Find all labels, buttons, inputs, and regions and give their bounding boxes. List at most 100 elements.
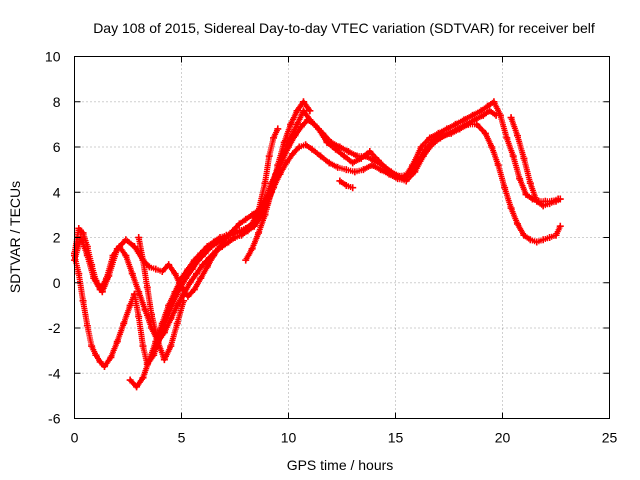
data-point	[248, 245, 256, 253]
data-point	[282, 159, 290, 167]
data-point	[366, 148, 374, 156]
data-point	[299, 107, 307, 115]
series-5	[242, 98, 314, 264]
data-point	[539, 202, 547, 210]
series-3	[126, 125, 282, 391]
data-point	[120, 319, 128, 327]
data-point	[75, 224, 83, 232]
data-point	[353, 152, 361, 160]
data-point	[377, 166, 385, 174]
data-point	[304, 116, 312, 124]
data-point	[128, 270, 136, 278]
data-point	[139, 342, 147, 350]
data-point	[192, 270, 200, 278]
data-point	[471, 116, 479, 124]
data-point	[342, 181, 350, 189]
data-point	[293, 107, 301, 115]
data-point	[477, 107, 485, 115]
data-point	[484, 102, 492, 110]
x-axis-label: GPS time / hours	[287, 457, 394, 473]
data-point	[522, 191, 530, 199]
x-tick-label: 5	[178, 430, 186, 446]
data-point	[291, 132, 299, 140]
data-point	[173, 319, 181, 327]
data-point	[203, 243, 211, 251]
data-point	[340, 152, 348, 160]
data-point	[460, 116, 468, 124]
data-point	[490, 98, 498, 106]
data-point	[79, 229, 87, 237]
data-point	[362, 152, 370, 160]
data-point	[115, 243, 123, 251]
x-tick-label: 10	[281, 430, 297, 446]
data-point	[443, 125, 451, 133]
data-point	[160, 329, 168, 337]
data-point	[332, 145, 340, 153]
data-point	[462, 120, 470, 128]
data-point	[158, 319, 166, 327]
data-point	[184, 265, 192, 273]
data-point	[154, 338, 162, 346]
data-point	[113, 338, 121, 346]
data-point	[96, 286, 104, 294]
data-point	[255, 206, 263, 214]
data-point	[210, 238, 218, 246]
data-point	[126, 301, 134, 309]
data-point	[186, 279, 194, 287]
data-point	[308, 145, 316, 153]
data-point	[513, 132, 521, 140]
data-point	[492, 111, 500, 119]
data-point	[203, 263, 211, 271]
data-point	[107, 353, 115, 361]
data-point	[344, 148, 352, 156]
data-point	[242, 215, 250, 223]
data-point	[481, 129, 489, 137]
data-point	[539, 236, 547, 244]
data-point	[173, 301, 181, 309]
data-point	[302, 141, 310, 149]
data-point	[139, 256, 147, 264]
data-point	[306, 107, 314, 115]
data-point	[199, 261, 207, 269]
data-point	[325, 159, 333, 167]
data-point	[274, 161, 282, 169]
data-point	[419, 152, 427, 160]
data-point	[216, 234, 224, 241]
data-point	[171, 270, 179, 278]
data-point	[513, 220, 521, 228]
data-point	[533, 197, 541, 205]
data-point	[96, 358, 104, 366]
data-point	[165, 261, 173, 269]
data-point	[274, 125, 282, 133]
data-point	[79, 297, 87, 305]
data-point	[141, 306, 149, 314]
data-point	[394, 175, 402, 183]
data-point	[235, 227, 243, 235]
data-point	[501, 184, 509, 192]
data-point	[222, 231, 230, 239]
data-point	[205, 254, 213, 262]
data-point	[160, 356, 168, 364]
data-point	[143, 283, 151, 291]
chart-title: Day 108 of 2015, Sidereal Day-to-day VTE…	[93, 20, 595, 36]
y-tick-label: 10	[45, 49, 61, 65]
data-point	[349, 184, 357, 192]
data-point	[145, 263, 153, 271]
series-6	[336, 177, 357, 192]
data-point	[75, 270, 83, 278]
data-point	[385, 170, 393, 178]
data-point	[103, 274, 111, 282]
data-point	[411, 168, 419, 176]
data-point	[267, 188, 275, 196]
data-point	[552, 231, 560, 239]
data-point	[368, 161, 376, 169]
data-point	[83, 322, 91, 330]
data-series	[71, 98, 564, 391]
series-4	[135, 234, 188, 364]
data-point	[310, 120, 318, 128]
data-point	[556, 222, 564, 230]
data-point	[167, 342, 175, 350]
data-point	[516, 175, 524, 183]
data-point	[507, 114, 515, 122]
data-point	[379, 161, 387, 169]
